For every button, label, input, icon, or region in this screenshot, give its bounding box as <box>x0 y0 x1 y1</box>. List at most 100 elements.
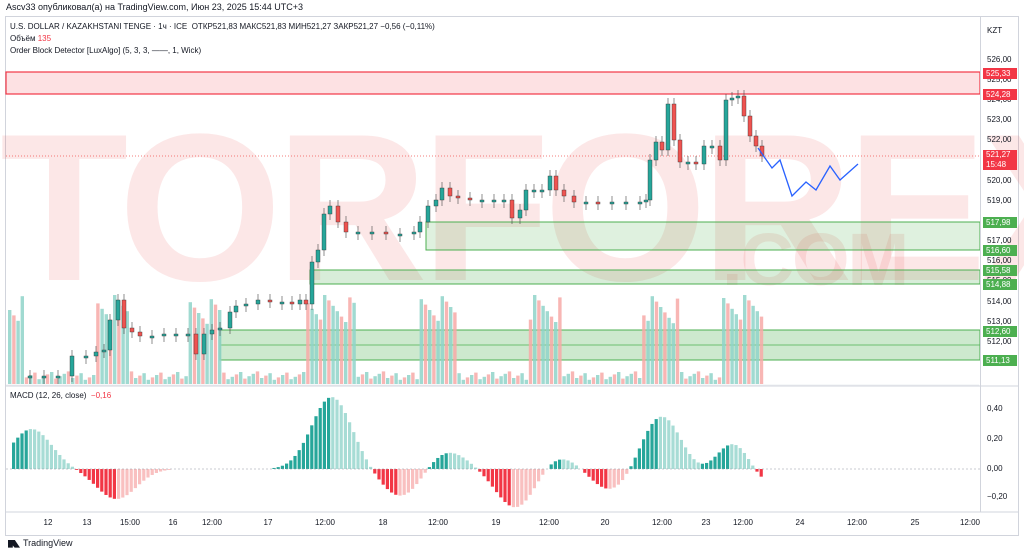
volume-bar <box>734 314 738 384</box>
volume-bar <box>352 302 356 384</box>
tradingview-footer[interactable]: TradingView <box>8 538 73 548</box>
symbol-legend[interactable]: U.S. DOLLAR / KAZAKHSTANI TENGE · 1ч · I… <box>10 22 435 31</box>
macd-bar <box>448 452 452 469</box>
candle <box>637 201 643 205</box>
macd-bar <box>45 439 49 469</box>
macd-bar <box>150 469 154 475</box>
candle <box>717 145 723 161</box>
macd-bar <box>486 469 490 482</box>
candle <box>609 201 615 205</box>
volume-bar <box>638 378 642 384</box>
bar-countdown: 15:48 <box>986 160 1007 169</box>
projection-path <box>757 147 859 198</box>
volume-legend[interactable]: Объём 135 <box>10 34 51 43</box>
volume-bar <box>755 311 759 384</box>
macd-legend[interactable]: MACD (12, 26, close) −0,16 <box>10 391 111 400</box>
candle <box>297 299 303 305</box>
candle <box>729 97 735 101</box>
candle <box>267 299 273 303</box>
volume-bar <box>75 375 79 384</box>
volume-bar <box>533 295 537 384</box>
macd-bar <box>373 469 377 474</box>
time-label: 20 <box>600 518 610 527</box>
macd-bar <box>453 453 457 469</box>
macd-bar <box>415 469 419 485</box>
macd-bar <box>692 459 696 469</box>
volume-bar <box>507 371 512 384</box>
macd-bar <box>100 469 104 492</box>
macd-bar <box>343 413 347 469</box>
volume-bar <box>600 372 604 384</box>
macd-tick: 0,20 <box>987 434 1003 443</box>
volume-bar <box>499 376 503 384</box>
candle <box>417 221 423 233</box>
indicator-legend[interactable]: Order Block Detector [LuxAlgo] (5, 3, 3,… <box>10 46 202 55</box>
macd-bar <box>726 445 730 469</box>
macd-bar <box>28 429 32 469</box>
macd-bar <box>87 469 91 480</box>
macd-bar <box>625 469 629 474</box>
volume-bar <box>663 312 667 384</box>
macd-bar <box>461 457 465 469</box>
volume-bar <box>314 314 318 384</box>
macd-bar <box>369 466 373 469</box>
volume-bar <box>108 319 113 384</box>
volume-bar <box>583 373 587 384</box>
volume-bar <box>121 305 125 384</box>
price-axis[interactable] <box>980 16 1019 512</box>
candle <box>185 333 191 337</box>
volume-bar <box>335 311 339 384</box>
volume-bar <box>16 320 20 384</box>
time-label: 12:00 <box>427 518 449 527</box>
volume-bar <box>688 376 692 384</box>
volume-bar <box>331 305 335 384</box>
volume-bar <box>24 377 29 384</box>
candle <box>671 103 677 141</box>
volume-bar <box>268 373 272 384</box>
last-price-value: 521,27 <box>986 150 1011 159</box>
macd-bar <box>129 469 133 492</box>
volume-bar <box>482 376 486 384</box>
volume-bar <box>58 376 62 384</box>
volume-bar <box>150 377 155 384</box>
macd-bar <box>444 453 448 469</box>
macd-bar <box>356 441 360 469</box>
currency-label[interactable]: KZT <box>987 26 1003 35</box>
macd-bar <box>549 464 553 469</box>
candle <box>583 201 589 205</box>
macd-bar <box>562 459 566 469</box>
volume-bar <box>633 371 638 384</box>
candle <box>467 197 473 201</box>
candle <box>69 355 75 377</box>
macd-bar <box>285 463 289 469</box>
volume-bar <box>591 377 596 384</box>
supply-zone <box>5 71 981 95</box>
macd-bar <box>419 469 423 479</box>
volume-bar <box>411 372 415 384</box>
macd-bar <box>713 456 717 469</box>
volume-bar <box>386 378 390 384</box>
candle <box>115 299 121 321</box>
macd-bar <box>108 469 112 498</box>
time-label: 19 <box>491 518 501 527</box>
macd-bar <box>432 462 436 469</box>
macd-bar <box>411 469 415 489</box>
candle <box>129 327 135 333</box>
candle <box>289 301 295 305</box>
macd-bar <box>41 435 45 469</box>
volume-bar <box>566 373 570 384</box>
macd-bar <box>381 469 385 485</box>
symbol-title: U.S. DOLLAR / KAZAKHSTANI TENGE · 1ч · I… <box>10 22 188 31</box>
volume-bar <box>369 378 373 384</box>
volume-bar <box>617 372 621 384</box>
candle <box>383 231 389 235</box>
price-tick: 514,00 <box>987 297 1012 306</box>
volume-bar <box>701 378 705 384</box>
volume-bar <box>142 373 146 384</box>
candle <box>279 301 285 305</box>
volume-bar <box>516 375 520 384</box>
macd-bar <box>331 397 335 469</box>
time-label: 13 <box>82 518 92 527</box>
volume-bar <box>327 300 331 384</box>
